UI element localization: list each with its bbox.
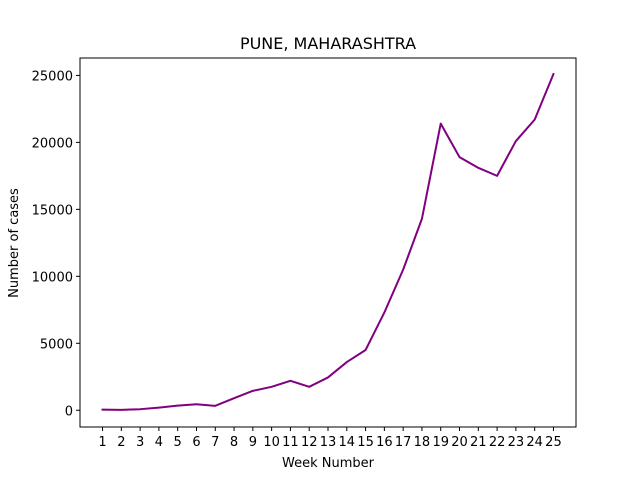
x-tick-label: 25 — [545, 435, 562, 450]
x-tick-label: 20 — [451, 435, 468, 450]
x-tick-label: 18 — [414, 435, 431, 450]
x-tick-label: 2 — [117, 435, 125, 450]
x-tick-label: 15 — [357, 435, 374, 450]
x-tick-label: 23 — [508, 435, 525, 450]
x-tick-label: 24 — [526, 435, 543, 450]
x-axis-label: Week Number — [282, 456, 375, 471]
x-tick-label: 10 — [263, 435, 280, 450]
y-tick-label: 15000 — [32, 203, 73, 218]
y-tick-label: 0 — [65, 404, 73, 419]
x-tick-label: 14 — [339, 435, 356, 450]
x-tick-label: 11 — [282, 435, 299, 450]
x-tick-label: 8 — [230, 435, 238, 450]
x-tick-label: 3 — [136, 435, 144, 450]
x-tick-label: 19 — [432, 435, 449, 450]
x-tick-label: 4 — [155, 435, 163, 450]
x-tick-label: 7 — [211, 435, 219, 450]
x-tick-label: 16 — [376, 435, 393, 450]
x-tick-label: 6 — [192, 435, 200, 450]
y-axis-label: Number of cases — [7, 188, 22, 298]
x-tick-label: 9 — [249, 435, 257, 450]
y-tick-label: 10000 — [32, 270, 73, 285]
x-tick-label: 5 — [174, 435, 182, 450]
x-tick-label: 17 — [395, 435, 412, 450]
chart-title: PUNE, MAHARASHTRA — [240, 34, 416, 53]
x-tick-label: 21 — [470, 435, 487, 450]
y-tick-label: 5000 — [40, 337, 73, 352]
x-tick-label: 13 — [320, 435, 337, 450]
y-tick-label: 25000 — [32, 69, 73, 84]
x-tick-label: 1 — [98, 435, 106, 450]
y-tick-label: 20000 — [32, 136, 73, 151]
x-tick-label: 12 — [301, 435, 318, 450]
series-line-1 — [101, 72, 555, 411]
x-tick-label: 22 — [489, 435, 506, 450]
plot-frame — [79, 57, 577, 428]
